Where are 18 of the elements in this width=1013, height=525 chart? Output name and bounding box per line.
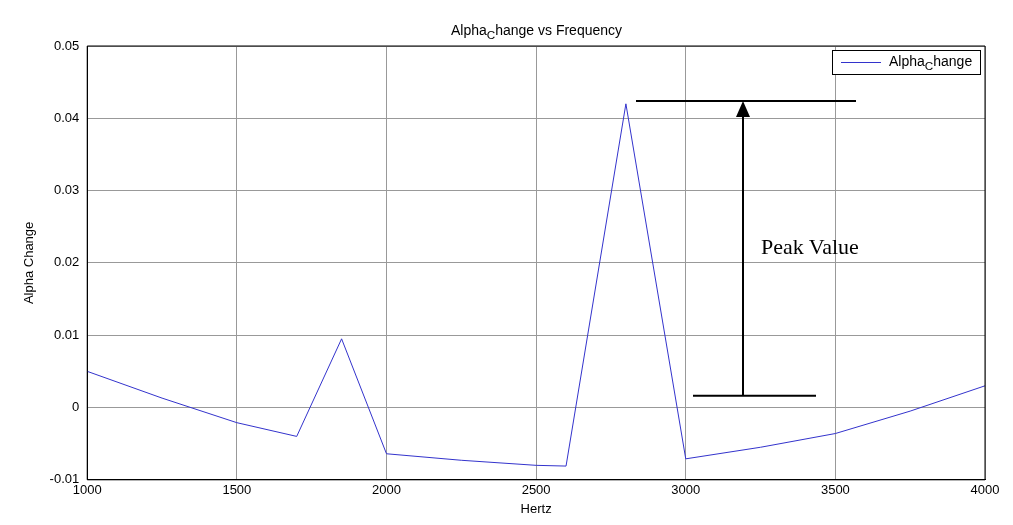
x-tick-label: 2000: [372, 482, 401, 498]
x-axis-title: Hertz: [520, 500, 552, 516]
y-tick-label: 0.03: [53, 182, 80, 198]
y-axis-title: Alpha Change: [21, 221, 37, 305]
y-tick-label: 0.05: [53, 37, 80, 53]
y-tick-label: 0.01: [53, 326, 80, 342]
chart-title: Alpha$_{C}$hange vs Frequency: [450, 22, 623, 41]
x-tick-label: 3500: [820, 482, 850, 498]
x-tick-label: 1000: [72, 482, 102, 498]
y-tick-label: 0: [72, 399, 80, 415]
y-tick-label: 0.02: [53, 254, 80, 270]
x-tick-label: 3000: [671, 482, 701, 498]
x-tick-label: 2500: [521, 482, 551, 498]
x-tick-label: 1500: [222, 482, 252, 498]
legend-label: Alpha$_{C}$hange: [889, 53, 973, 72]
annotation: Peak Value: [760, 234, 859, 261]
x-tick-label: 4000: [970, 482, 1000, 498]
y-tick-label: 0.04: [53, 109, 80, 125]
